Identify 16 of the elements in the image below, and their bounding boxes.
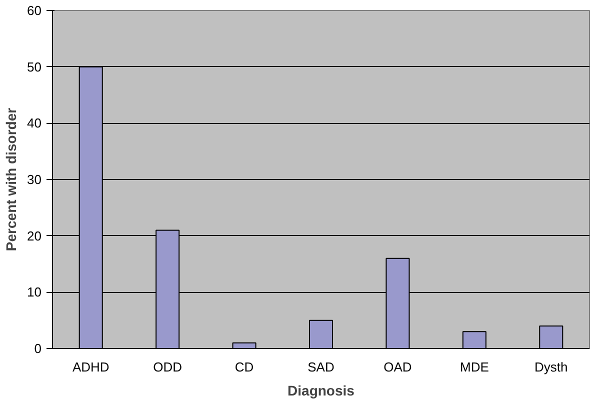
y-tick-label: 20	[27, 228, 42, 244]
y-tick-label: 30	[27, 172, 42, 187]
y-axis-title: Percent with disorder	[3, 107, 20, 252]
y-tick-label: 0	[34, 341, 42, 356]
y-tick-label: 40	[27, 116, 42, 131]
x-tick-label: OAD	[384, 360, 412, 374]
x-tick-label: SAD	[308, 360, 334, 374]
x-tick-label: Dysth	[534, 360, 568, 374]
y-tick-label: 60	[27, 3, 42, 18]
x-axis-title: Diagnosis	[288, 382, 355, 398]
x-tick-label: CD	[234, 360, 254, 374]
x-tick-label: ODD	[153, 360, 182, 374]
x-tick-label: ADHD	[72, 360, 110, 374]
y-tick-label: 10	[27, 284, 42, 300]
y-tick-label: 50	[27, 59, 42, 74]
x-tick-label: MDE	[460, 360, 490, 374]
